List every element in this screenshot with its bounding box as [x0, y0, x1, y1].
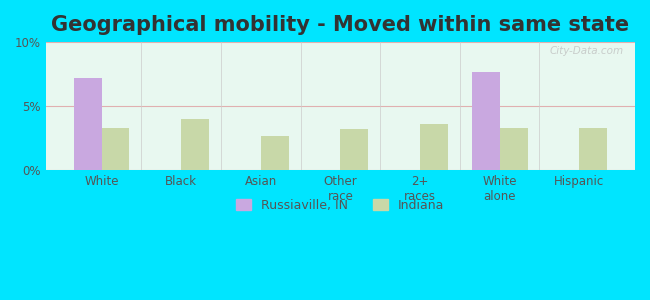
- Bar: [341, 129, 369, 170]
- Bar: [472, 72, 500, 170]
- Legend: Russiaville, IN, Indiana: Russiaville, IN, Indiana: [230, 192, 451, 218]
- Bar: [420, 124, 448, 170]
- Text: City-Data.com: City-Data.com: [549, 46, 623, 56]
- Bar: [500, 128, 528, 170]
- Bar: [73, 78, 101, 170]
- Title: Geographical mobility - Moved within same state: Geographical mobility - Moved within sam…: [51, 15, 629, 35]
- Bar: [181, 119, 209, 170]
- Bar: [101, 128, 129, 170]
- Bar: [579, 128, 607, 170]
- Bar: [261, 136, 289, 170]
